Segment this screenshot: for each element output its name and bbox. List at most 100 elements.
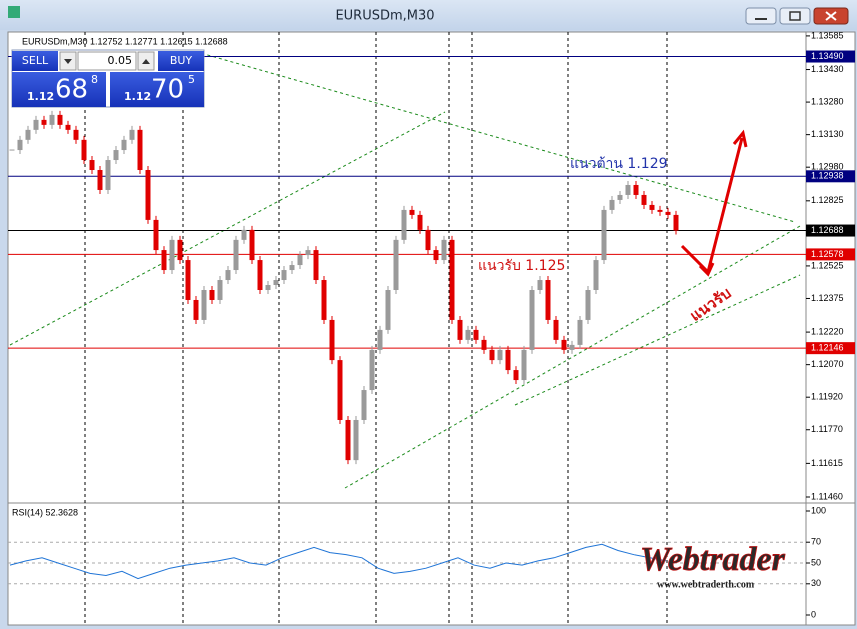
candle	[633, 184, 639, 195]
price-plot: 1.135851.134301.132801.131301.129801.128…	[8, 30, 855, 501]
lot-value: 0.05	[108, 54, 133, 67]
ask-box[interactable]	[110, 72, 204, 107]
y-tick-label: 1.11920	[811, 392, 843, 402]
candle	[553, 319, 559, 340]
candle	[321, 280, 327, 320]
lot-input[interactable]	[77, 51, 137, 71]
candle	[561, 339, 567, 350]
candle	[369, 349, 375, 391]
candle	[569, 344, 575, 350]
rsi-tick-label: 50	[811, 557, 821, 567]
candle	[169, 239, 175, 271]
candle	[113, 150, 119, 161]
candle	[161, 250, 167, 271]
candle	[33, 119, 39, 130]
candle	[489, 349, 495, 361]
y-tick-label: 1.12070	[811, 359, 844, 369]
price-level-label: 1.12578	[811, 249, 844, 259]
candle	[185, 260, 191, 300]
candle	[521, 349, 527, 381]
candle	[233, 239, 239, 271]
watermark-url: www.webtraderth.com	[657, 579, 755, 590]
candle	[585, 290, 591, 320]
trend-lines	[9, 49, 801, 489]
window-title: EURUSDm,M30	[335, 9, 434, 24]
candle	[9, 149, 15, 151]
candle	[545, 280, 551, 320]
candle	[257, 260, 263, 291]
candle	[401, 209, 407, 240]
resistance-annotation: แนวต้าน 1.129	[570, 156, 668, 172]
candle	[529, 290, 535, 350]
rsi-plot: 100 70 50 30 0	[8, 505, 826, 619]
candle	[297, 255, 303, 266]
candle	[409, 209, 415, 215]
buy-button[interactable]	[158, 51, 204, 71]
price-level-label: 1.12146	[811, 343, 844, 353]
candle	[657, 209, 663, 212]
candle	[57, 114, 63, 125]
candle	[345, 419, 351, 461]
y-tick-label: 1.12375	[811, 293, 844, 303]
bid-big: 68	[55, 75, 88, 105]
candle	[145, 170, 151, 220]
ask-prefix: 1.12	[124, 90, 151, 103]
watermark-brand: Webtrader	[640, 541, 786, 578]
candle	[425, 229, 431, 251]
candle	[305, 250, 311, 256]
rsi-tick-label: 30	[811, 578, 821, 588]
y-tick-label: 1.12980	[811, 162, 844, 172]
price-level-label: 1.12938	[811, 171, 844, 181]
window-controls	[745, 7, 849, 25]
candle	[497, 349, 503, 361]
chart-area	[7, 31, 807, 626]
price-level-box	[806, 224, 855, 237]
candle	[417, 214, 423, 230]
candle	[129, 129, 135, 140]
time-grid	[84, 32, 668, 625]
y-tick-label: 1.12525	[811, 260, 844, 270]
ask-big: 70	[151, 75, 184, 105]
candle	[241, 229, 247, 240]
candle	[577, 319, 583, 345]
candle	[105, 160, 111, 190]
candle	[609, 199, 615, 210]
y-tick-label: 1.12825	[811, 195, 844, 205]
candle	[665, 211, 671, 215]
candle	[481, 339, 487, 350]
candle	[465, 329, 471, 340]
support-annotation: แนวรับ 1.125	[478, 258, 565, 274]
candle	[281, 270, 287, 281]
rsi-label: RSI(14) 52.3628	[12, 507, 78, 517]
minimize-button[interactable]	[745, 7, 777, 25]
maximize-button[interactable]	[779, 7, 811, 25]
sell-button[interactable]	[12, 51, 58, 71]
price-level-box	[806, 342, 855, 355]
y-tick-label: 1.13430	[811, 64, 844, 74]
candle	[41, 119, 47, 125]
candle	[593, 260, 599, 291]
candle	[625, 184, 631, 195]
candle	[121, 139, 127, 151]
title-bar	[0, 0, 857, 30]
candle	[225, 270, 231, 281]
candle	[249, 229, 255, 261]
candle	[449, 239, 455, 320]
chart-header: EURUSDm,M30 1.12752 1.12771 1.12615 1.12…	[22, 36, 228, 46]
candle	[361, 390, 367, 420]
app-icon	[8, 6, 20, 18]
bid-box[interactable]	[12, 72, 106, 107]
candle	[193, 299, 199, 320]
price-axis	[805, 31, 856, 626]
candle	[433, 250, 439, 261]
ask-small: 5	[188, 73, 195, 86]
candle	[25, 129, 31, 140]
y-tick-label: 1.11615	[811, 458, 843, 468]
y-tick-label: 1.11460	[811, 491, 843, 501]
buy-label: BUY	[170, 54, 193, 67]
rsi-tick-label: 70	[811, 537, 821, 547]
candle	[97, 170, 103, 190]
price-level-box	[806, 248, 855, 261]
bid-prefix: 1.12	[27, 90, 54, 103]
